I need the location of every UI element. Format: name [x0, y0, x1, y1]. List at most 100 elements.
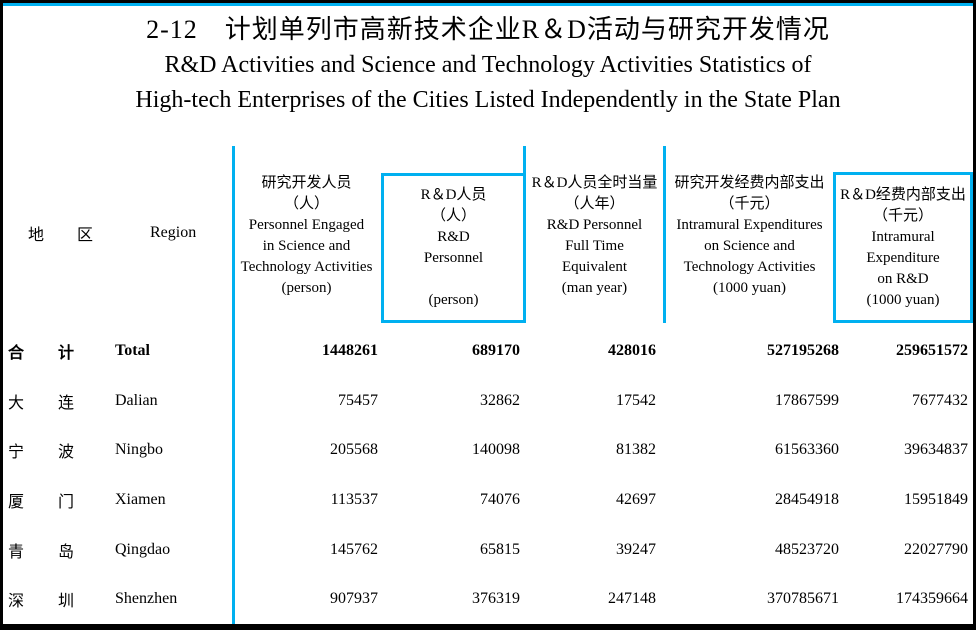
value-cell: 140098: [472, 441, 520, 459]
value-cell: 527195268: [767, 341, 839, 359]
region-column-divider: [232, 146, 235, 624]
region-zh: 岛: [58, 543, 75, 561]
header-line: Full Time: [565, 237, 624, 254]
table-row-ningbo: 宁 波 Ningbo 205568 140098 81382 61563360 …: [3, 425, 973, 475]
column4-5-divider: [663, 146, 666, 323]
value-cell: 7677432: [912, 391, 968, 409]
rd-personnel-header-box: [381, 173, 526, 323]
rd-expenditure-header-box: [833, 172, 973, 323]
value-cell: 247148: [608, 590, 656, 608]
header-line: （千元）: [872, 208, 933, 224]
value-cell: 145762: [330, 540, 378, 558]
value-cell: 376319: [472, 590, 520, 608]
region-zh: 圳: [58, 593, 75, 611]
value-cell: 428016: [608, 341, 656, 359]
region-zh: 青: [8, 543, 25, 561]
header-line: (man year): [561, 279, 628, 296]
header-region: 地 区 Region: [3, 146, 232, 320]
region-en: Total: [115, 341, 150, 359]
region-zh: 大: [8, 394, 25, 412]
header-line: 研究开发经费内部支出: [674, 174, 825, 191]
region-zh: 合: [8, 344, 25, 362]
value-cell: 370785671: [767, 590, 839, 608]
header-region-zh2: 区: [77, 227, 94, 244]
region-zh: 连: [58, 394, 75, 412]
value-cell: 205568: [330, 441, 378, 459]
header-line: [384, 269, 523, 290]
header-bottom-rule: [3, 3, 973, 6]
value-cell: 39247: [616, 540, 656, 558]
value-cell: 689170: [472, 341, 520, 359]
header-line: 研究开发人员: [261, 174, 352, 191]
header-line: （人年）: [564, 195, 625, 212]
table-row-total: 合 计 Total 1448261 689170 428016 52719526…: [3, 326, 973, 376]
value-cell: 48523720: [775, 540, 839, 558]
value-cell: 42697: [616, 490, 656, 508]
region-zh: 计: [58, 344, 75, 362]
table-row-shenzhen: 深 圳 Shenzhen 907937 376319 247148 370785…: [3, 574, 973, 624]
title-block: 2-12 计划单列市高新技术企业R＆D活动与研究开发情况 R&D Activit…: [3, 3, 973, 143]
table-body: 合 计 Total 1448261 689170 428016 52719526…: [3, 323, 973, 624]
value-cell: 75457: [338, 391, 378, 409]
page-title-english-line1: R&D Activities and Science and Technolog…: [164, 52, 812, 78]
header-line: R＆D人员全时当量: [531, 174, 658, 191]
region-zh: 深: [8, 593, 25, 611]
header-line: (person): [281, 279, 332, 296]
header-line: in Science and: [262, 237, 351, 254]
header-line: Intramural: [871, 229, 935, 245]
header-line: Personnel Engaged: [248, 216, 365, 233]
header-line: R&D Personnel: [546, 216, 643, 233]
value-cell: 1448261: [322, 341, 378, 359]
header-line: （人）: [430, 208, 476, 224]
value-cell: 81382: [616, 441, 656, 459]
header-line: (1000 yuan): [866, 292, 940, 308]
header-line: Expenditure: [866, 250, 940, 266]
value-cell: 74076: [480, 490, 520, 508]
table-row-xiamen: 厦 门 Xiamen 113537 74076 42697 28454918 1…: [3, 475, 973, 525]
header-line: Personnel: [423, 250, 484, 266]
header-rd-personnel: R＆D人员 （人） R&D Personnel (person): [384, 179, 523, 317]
header-line: Equivalent: [562, 258, 627, 275]
header-line: R＆D经费内部支出: [840, 187, 966, 203]
header-line: （人）: [283, 195, 329, 212]
page-title-english-line2: High-tech Enterprises of the Cities List…: [135, 87, 841, 113]
header-personnel-sci-tech: 研究开发人员 （人） Personnel Engaged in Science …: [235, 153, 378, 318]
header-line: on Science and: [704, 237, 795, 254]
region-zh: 厦: [8, 493, 25, 511]
header-intramural-sci-tech: 研究开发经费内部支出 （千元） Intramural Expenditures …: [666, 153, 833, 318]
region-en: Dalian: [115, 391, 158, 409]
value-cell: 61563360: [775, 441, 839, 459]
header-line: Technology Activities: [240, 258, 373, 275]
region-zh: 宁: [8, 444, 25, 462]
header-line: R&D: [437, 229, 470, 245]
header-region-en: Region: [150, 224, 197, 241]
header-line: Intramural Expenditures: [676, 216, 823, 233]
value-cell: 174359664: [896, 590, 968, 608]
header-line: R＆D人员: [420, 187, 487, 203]
value-cell: 17867599: [775, 391, 839, 409]
region-en: Shenzhen: [115, 590, 178, 608]
region-zh: 门: [58, 493, 75, 511]
page-title-chinese: 2-12 计划单列市高新技术企业R＆D活动与研究开发情况: [146, 15, 830, 44]
table-row-qingdao: 青 岛 Qingdao 145762 65815 39247 48523720 …: [3, 525, 973, 575]
region-en: Ningbo: [115, 441, 163, 459]
value-cell: 22027790: [904, 540, 968, 558]
value-cell: 28454918: [775, 490, 839, 508]
region-en: Xiamen: [115, 490, 166, 508]
table-row-dalian: 大 连 Dalian 75457 32862 17542 17867599 76…: [3, 376, 973, 426]
region-en: Qingdao: [115, 540, 171, 558]
value-cell: 259651572: [896, 341, 968, 359]
header-region-zh1: 地: [28, 227, 45, 244]
header-line: (1000 yuan): [713, 279, 786, 296]
value-cell: 907937: [330, 590, 378, 608]
header-line: on R&D: [877, 271, 929, 287]
header-line: （千元）: [719, 195, 780, 212]
header-rd-fte: R＆D人员全时当量 （人年） R&D Personnel Full Time E…: [526, 153, 663, 318]
header-line: (person): [428, 292, 479, 308]
value-cell: 32862: [480, 391, 520, 409]
value-cell: 17542: [616, 391, 656, 409]
value-cell: 113537: [330, 490, 378, 508]
value-cell: 15951849: [904, 490, 968, 508]
header-line: Technology Activities: [683, 258, 816, 275]
